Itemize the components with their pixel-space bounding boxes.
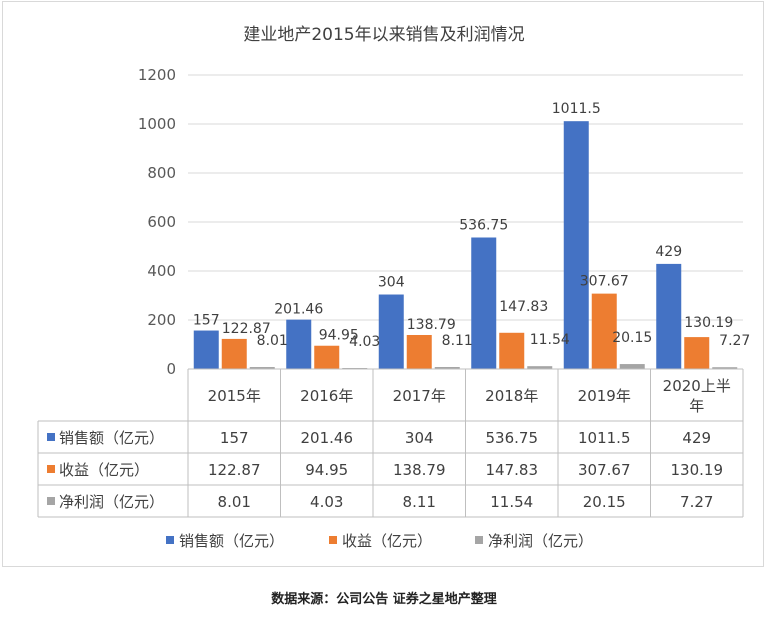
table-cell: 4.03 (310, 493, 343, 511)
table-cell: 429 (682, 429, 711, 447)
table-cell: 7.27 (680, 493, 713, 511)
bar (619, 364, 645, 369)
category-label: 2020上半 (663, 377, 731, 395)
table-cell: 122.87 (208, 461, 261, 479)
bar (684, 337, 710, 369)
bar (434, 367, 460, 369)
table-cell: 536.75 (486, 429, 539, 447)
bar (406, 334, 432, 369)
legend-label: 销售额（亿元） (179, 532, 284, 550)
table-cell: 1011.5 (578, 429, 631, 447)
legend-key (166, 536, 174, 544)
bar (712, 367, 738, 369)
y-tick-label: 400 (147, 262, 176, 280)
legend-key (329, 536, 337, 544)
table-cell: 157 (220, 429, 249, 447)
table-series-label: 收益（亿元） (59, 461, 149, 479)
data-label: 1011.5 (552, 101, 601, 117)
data-label: 147.83 (499, 299, 548, 315)
data-label: 11.54 (530, 332, 570, 348)
bar (314, 345, 340, 369)
table-cell: 147.83 (486, 461, 539, 479)
legend-key (475, 536, 483, 544)
table-series-label: 净利润（亿元） (59, 493, 164, 511)
table-cell: 20.15 (583, 493, 626, 511)
table-legend-key (47, 465, 55, 473)
bar (378, 294, 404, 369)
data-label: 20.15 (612, 330, 652, 346)
source-note: 数据来源：公司公告 证券之星地产整理 (271, 592, 497, 607)
data-label: 122.87 (222, 321, 271, 337)
bar (591, 293, 617, 369)
y-tick-label: 0 (166, 360, 176, 378)
y-tick-label: 600 (147, 213, 176, 231)
category-label: 年 (689, 397, 704, 415)
y-tick-label: 200 (147, 311, 176, 329)
table-cell: 8.01 (218, 493, 251, 511)
bar (656, 263, 682, 369)
bar (249, 367, 275, 369)
y-tick-label: 800 (147, 164, 176, 182)
y-tick-label: 1200 (138, 66, 176, 84)
data-label: 94.95 (319, 328, 359, 344)
chart-frame: 建业地产2015年以来销售及利润情况 0 200 400 600 800 1000 1200… (2, 1, 764, 567)
data-label: 7.27 (719, 333, 750, 349)
data-label: 8.11 (442, 333, 473, 349)
bar (527, 366, 553, 369)
data-label: 429 (655, 244, 682, 260)
bar-chart: 建业地产2015年以来销售及利润情况 0 200 400 600 800 1000 1200… (37, 25, 750, 550)
table-cell: 307.67 (578, 461, 631, 479)
table-cell: 8.11 (403, 493, 436, 511)
category-label: 2018年 (485, 387, 538, 405)
category-label: 2017年 (393, 387, 446, 405)
table-cell: 11.54 (490, 493, 533, 511)
data-label: 4.03 (349, 334, 380, 350)
data-label: 8.01 (257, 333, 288, 349)
category-label: 2016年 (300, 387, 353, 405)
bar (193, 330, 219, 369)
table-cell: 94.95 (305, 461, 348, 479)
data-label: 536.75 (459, 217, 508, 233)
legend-label: 净利润（亿元） (488, 532, 593, 550)
legend-label: 收益（亿元） (342, 532, 432, 550)
y-tick-label: 1000 (138, 115, 176, 133)
bar (499, 332, 525, 369)
data-label: 157 (193, 313, 220, 329)
table-cell: 138.79 (393, 461, 446, 479)
bar (471, 237, 497, 369)
table-cell: 201.46 (301, 429, 354, 447)
data-label: 307.67 (580, 274, 629, 290)
table-cell: 130.19 (671, 461, 724, 479)
bar (563, 121, 589, 370)
table-legend-key (47, 497, 55, 505)
data-label: 304 (378, 275, 405, 291)
chart-title: 建业地产2015年以来销售及利润情况 (243, 25, 524, 45)
category-label: 2015年 (208, 387, 261, 405)
data-label: 138.79 (407, 317, 456, 333)
bar (286, 319, 312, 369)
data-label: 130.19 (684, 315, 733, 331)
table-series-label: 销售额（亿元） (59, 429, 164, 447)
table-cell: 304 (405, 429, 434, 447)
data-label: 201.46 (274, 302, 323, 318)
category-label: 2019年 (578, 387, 631, 405)
table-legend-key (47, 433, 55, 441)
bar (221, 338, 247, 369)
